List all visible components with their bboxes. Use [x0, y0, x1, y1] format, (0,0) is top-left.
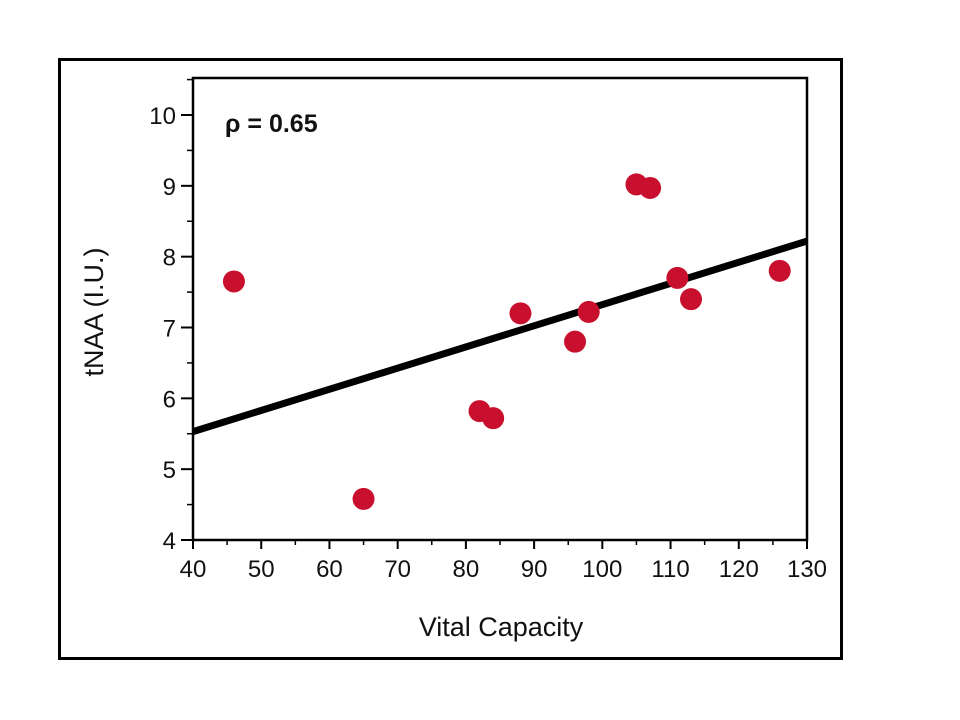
data-point — [509, 302, 532, 325]
y-tick-label: 6 — [163, 386, 176, 413]
y-axis-label: tNAA (I.U.) — [79, 247, 109, 376]
x-tick-label: 40 — [180, 556, 207, 583]
x-axis-label: Vital Capacity — [419, 612, 584, 642]
data-point — [666, 266, 689, 289]
x-tick-label: 80 — [453, 556, 480, 583]
x-tick-label: 70 — [384, 556, 411, 583]
correlation-annotation: ρ = 0.65 — [225, 110, 318, 138]
x-tick-label: 110 — [651, 556, 689, 583]
y-tick-label: 4 — [163, 528, 176, 555]
data-point — [680, 288, 703, 311]
x-tick-label: 50 — [248, 556, 275, 583]
data-point — [564, 330, 587, 353]
data-point — [222, 270, 245, 293]
x-tick-label: 100 — [582, 556, 622, 583]
regression-line — [191, 237, 809, 435]
data-points — [222, 173, 791, 510]
data-point — [482, 407, 505, 430]
x-tick-label: 60 — [316, 556, 343, 583]
x-tick-label: 130 — [787, 556, 827, 583]
y-tick-label: 8 — [163, 245, 176, 272]
plot-area-border — [191, 76, 809, 542]
y-tick-label: 5 — [163, 457, 176, 484]
fit-line-layer — [191, 237, 809, 435]
y-tick-label: 10 — [149, 103, 176, 130]
figure-border — [58, 58, 843, 660]
y-tick-label: 9 — [163, 174, 176, 201]
data-point — [352, 487, 375, 510]
x-tick-label: 120 — [719, 556, 759, 583]
data-point — [577, 300, 600, 323]
data-point — [639, 176, 662, 199]
data-point — [768, 259, 791, 282]
x-tick-label: 90 — [521, 556, 548, 583]
y-tick-label: 7 — [163, 316, 176, 343]
axis-ticks: 40 50 60 70 80 90 100 110 120 130 4 5 6 7 8 9 10 — [149, 78, 827, 583]
